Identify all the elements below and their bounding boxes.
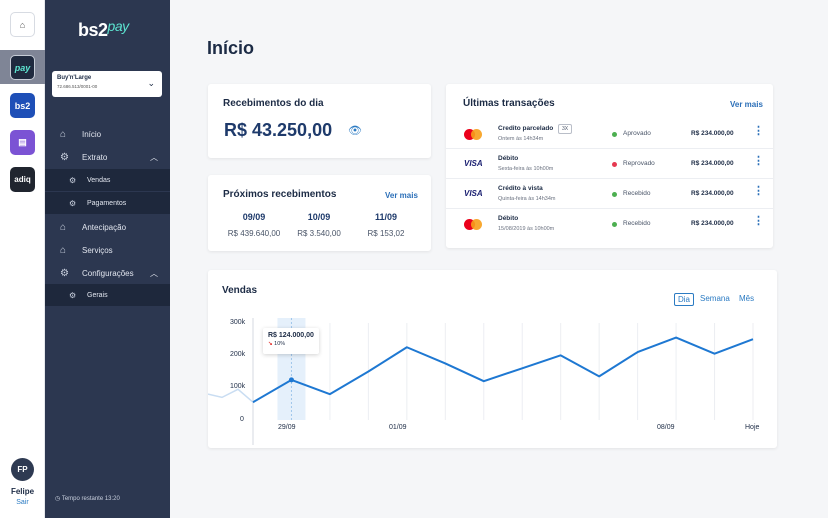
y-tick-label: 100k [230,383,246,390]
home-icon: ⌂ [60,221,67,233]
recebimentos-card: Recebimentos do dia R$ 43.250,00 👁 [208,84,431,158]
logo: bs2pay [78,18,129,40]
series-lead-in [208,388,254,403]
recebimentos-title: Recebimentos do dia [223,98,324,109]
chart-tooltip: R$ 124.000,00 ↘ 10% [263,328,319,354]
more-options-icon[interactable]: ⋮ [753,185,764,197]
app-generic-button[interactable]: ▤ [10,130,35,155]
mastercard-icon [463,217,485,231]
table-row[interactable]: Credito parcelado 3X Ontem às 14h34m Apr… [446,119,773,149]
app-bs2-button[interactable]: bs2 [10,93,35,118]
account-name: Buy'n'Large [57,75,92,81]
more-options-icon[interactable]: ⋮ [753,125,764,137]
app-rail: ⌂ pay bs2 ▤ adiq FP Felipe Sair [0,0,45,518]
status-badge: Reprovado [623,160,655,167]
table-row[interactable]: VISA Débito Sexta-feira às 10h00m Reprov… [446,149,773,179]
tab-dia[interactable]: Dia [674,293,695,306]
proximos-title: Próximos recebimentos [223,189,337,200]
table-row[interactable]: VISA Crédito à vista Quinta-feira às 14h… [446,179,773,209]
account-document: 72.686.513/0001-00 [57,84,98,89]
gear-icon: ⚙ [69,290,77,300]
status-dot [612,192,617,197]
more-options-icon[interactable]: ⋮ [753,155,764,167]
account-selector[interactable]: Buy'n'Large 72.686.513/0001-00 ⌄ [52,71,162,97]
gear-icon: ⚙ [69,198,77,208]
home-icon[interactable]: ⌂ [10,12,35,37]
x-tick-label: 08/09 [657,424,675,431]
session-timer: ◷ Tempo restante 13:20 [55,496,120,502]
table-row[interactable]: Débito 15/08/2019 às 10h00m Recebido R$ … [446,209,773,239]
x-tick-label: Hoje [745,424,760,431]
sidebar-item-extrato[interactable]: ⚙ Extrato ︿ [60,151,158,163]
tab-mes[interactable]: Mês [739,294,755,303]
status-badge: Recebido [623,220,651,227]
proximo-day: 10/09 R$ 3.540,00 [297,212,341,238]
sidebar-item-vendas[interactable]: ⚙ Vendas [45,169,170,191]
status-dot [612,132,617,137]
y-tick-label: 300k [230,319,246,326]
status-badge: Aprovado [623,130,651,137]
vendas-title: Vendas [222,285,258,296]
status-dot [612,162,617,167]
logout-link[interactable]: Sair [16,499,29,506]
vendas-card: Vendas Dia Semana Mês 300k 200k 100k 0 2… [208,270,777,448]
x-tick-label: 29/09 [278,424,296,431]
proximos-card: Próximos recebimentos Ver mais 09/09 R$ … [208,175,431,251]
vendas-line-chart [208,318,754,445]
sidebar-item-pagamentos[interactable]: ⚙ Pagamentos [45,192,170,214]
transacoes-title: Últimas transações [463,98,555,109]
trend-down-icon: ↘ [268,341,273,347]
sidebar-item-servicos[interactable]: ⌂ Serviços [60,244,113,256]
visa-icon: VISA [464,159,483,168]
proximo-day: 11/09 R$ 153,02 [367,212,405,238]
app-adiq-button[interactable]: adiq [10,167,35,192]
mastercard-icon [463,127,485,141]
home-icon: ⌂ [60,244,67,256]
chevron-up-icon: ︿ [150,268,158,278]
app-pay-button[interactable]: pay [10,55,35,80]
transacoes-ver-mais-link[interactable]: Ver mais [730,100,763,109]
home-icon: ⌂ [60,128,67,140]
eye-off-icon[interactable]: 👁 [348,125,362,137]
visa-icon: VISA [464,189,483,198]
avatar[interactable]: FP [11,458,34,481]
sidebar-item-configuracoes[interactable]: ⚙ Configurações ︿ [60,267,158,279]
gear-icon: ⚙ [60,267,69,279]
page-title: Início [207,38,255,58]
y-tick-label: 0 [240,416,244,423]
proximos-ver-mais-link[interactable]: Ver mais [385,191,418,200]
sidebar-item-gerais[interactable]: ⚙ Gerais [45,284,170,306]
sidebar: bs2pay Buy'n'Large 72.686.513/0001-00 ⌄ … [45,0,170,518]
status-dot [612,222,617,227]
chevron-up-icon: ︿ [150,152,158,162]
status-badge: Recebido [623,190,651,197]
clock-icon: ◷ [55,496,61,502]
installments-badge: 3X [558,124,573,134]
user-name: Felipe [10,487,35,496]
sidebar-item-antecipacao[interactable]: ⌂ Antecipação [60,221,127,233]
chevron-down-icon: ⌄ [147,78,155,88]
more-options-icon[interactable]: ⋮ [753,215,764,227]
tab-semana[interactable]: Semana [700,294,730,303]
transacoes-card: Últimas transações Ver mais Credito parc… [446,84,773,248]
x-tick-label: 01/09 [389,424,407,431]
proximo-day: 09/09 R$ 439.640,00 [227,212,281,238]
recebimentos-amount: R$ 43.250,00 [224,120,333,140]
gear-icon: ⚙ [69,175,77,185]
y-tick-label: 200k [230,351,246,358]
data-point [288,377,294,383]
sidebar-item-inicio[interactable]: ⌂ Início [60,128,102,140]
series-line [252,336,754,404]
gear-icon: ⚙ [60,151,69,163]
